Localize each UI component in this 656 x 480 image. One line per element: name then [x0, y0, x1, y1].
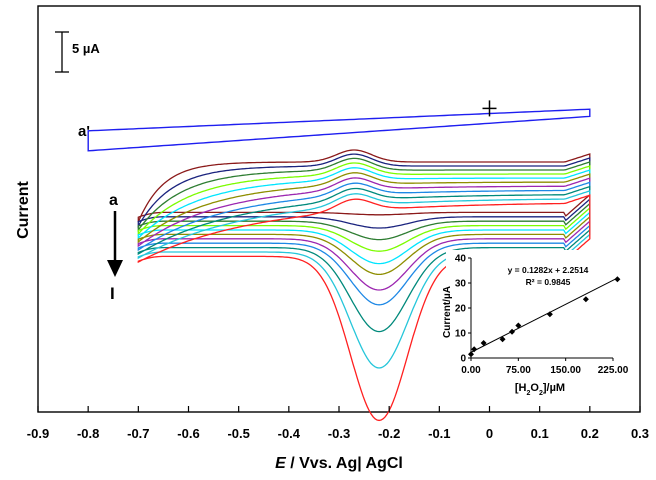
inset-y-tick-label: 30: [455, 279, 467, 290]
scale-bar: 5 µA: [55, 31, 100, 73]
end-curve-label: I: [110, 284, 115, 303]
x-tick-label: -0.8: [77, 426, 99, 441]
x-tick-label: -0.4: [278, 426, 301, 441]
x-tick-label: -0.7: [127, 426, 149, 441]
inset-x-tick-label: 0.00: [461, 365, 481, 376]
inset-data-point: [468, 351, 474, 358]
inset-x-tick-label: 225.00: [598, 365, 629, 376]
direction-arrow-head: [107, 260, 123, 277]
reference-trace: [87, 108, 591, 152]
x-tick-label: -0.3: [328, 426, 350, 441]
inset-equation: y = 0.1282x + 2.2514: [508, 265, 589, 275]
inset-data-point: [546, 311, 553, 318]
reference-curve-label: a': [78, 123, 90, 140]
x-tick-label: 0: [486, 426, 493, 441]
inset-background: [446, 250, 632, 370]
inset-r-squared: R² = 0.9845: [526, 277, 571, 287]
inset-points: [468, 276, 621, 358]
inset-data-point: [499, 336, 506, 343]
x-axis-title: E / Vvs. Ag| AgCl: [275, 455, 403, 472]
x-tick-label: -0.6: [177, 426, 199, 441]
x-axis-title-unit: / Vvs. Ag| AgCl: [286, 455, 403, 472]
inset-ticks: 0 10 20 30 40 0.00 75.00 150.00 225.00: [455, 254, 629, 377]
inset-data-point: [614, 276, 621, 283]
calibration-inset: 0 10 20 30 40 0.00 75.00 150.00 225.00 y = 0.128…: [442, 250, 632, 397]
inset-x-tick-label: 75.00: [506, 365, 531, 376]
inset-y-tick-label: 10: [455, 329, 467, 340]
cv-trace: [137, 162, 591, 252]
x-axis-title-symbol: E: [275, 455, 287, 472]
inset-y-label: Current/µA: [442, 286, 453, 338]
x-tick-label: -0.9: [27, 426, 49, 441]
direction-arrow: [107, 211, 123, 277]
inset-data-point: [471, 346, 478, 353]
y-axis-title: Current: [15, 180, 32, 238]
cv-traces: [87, 100, 591, 422]
inset-y-tick-label: 0: [460, 354, 466, 365]
inset-fit-line: [470, 277, 618, 353]
inset-data-point: [582, 296, 589, 303]
inset-x-tick-label: 150.00: [550, 365, 581, 376]
inset-data-point: [509, 328, 516, 335]
x-tick-label: -0.5: [227, 426, 249, 441]
x-tick-label: 0.2: [581, 426, 599, 441]
inset-y-tick-label: 40: [455, 254, 467, 265]
cv-trace: [137, 194, 591, 422]
scale-bar-label: 5 µA: [72, 41, 100, 56]
x-tick-label: 0.3: [631, 426, 649, 441]
inset-data-point: [515, 322, 522, 329]
start-curve-label: a: [109, 192, 118, 209]
x-axis-ticks: -0.9 -0.8 -0.7 -0.6 -0.5 -0.4 -0.3 -0.2 -0.1 0 0.1…: [27, 406, 649, 441]
x-tick-label: -0.2: [378, 426, 400, 441]
inset-y-tick-label: 20: [455, 304, 467, 315]
x-tick-label: 0.1: [531, 426, 549, 441]
inset-x-label: [H2O2]/µM: [515, 382, 565, 397]
inset-data-point: [480, 340, 487, 346]
x-tick-label: -0.1: [428, 426, 450, 441]
